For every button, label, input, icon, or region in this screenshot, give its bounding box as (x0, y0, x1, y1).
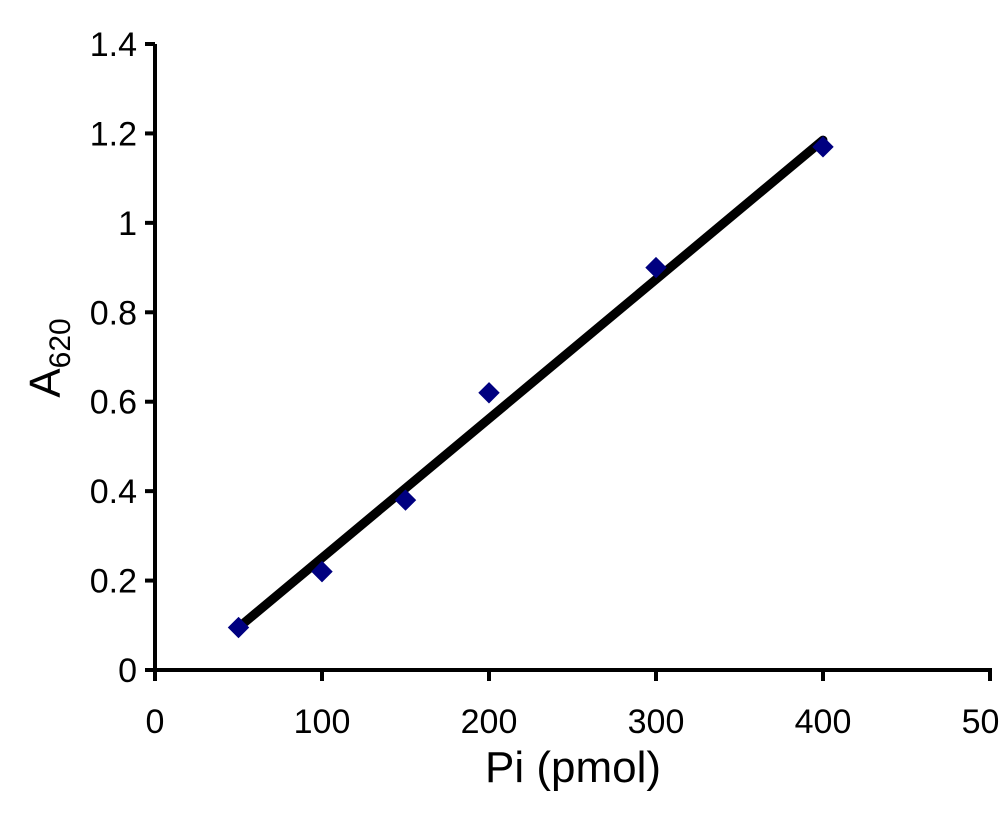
trendline-group (234, 135, 828, 633)
data-point (812, 136, 834, 158)
y-axis-ticks: 0 0.2 0.4 0.6 0.8 1 1.2 1.4 (90, 26, 155, 690)
data-point (645, 256, 667, 279)
y-tick-label: 0.2 (90, 563, 137, 601)
trendline (234, 135, 828, 633)
x-tick-label: 500 (962, 703, 1000, 741)
axes (153, 44, 992, 672)
data-point (478, 382, 500, 404)
y-tick-label: 0 (118, 652, 137, 690)
y-tick-label: 1.2 (90, 115, 137, 153)
x-tick-label: 400 (795, 703, 852, 741)
y-tick-label: 1 (118, 205, 137, 243)
y-tick-label: 0.6 (90, 384, 137, 422)
data-point (394, 489, 417, 511)
data-point (227, 616, 250, 639)
data-points (227, 136, 834, 639)
x-axis-ticks: 0 100 200 300 400 500 (146, 670, 1000, 741)
x-tick-label: 200 (461, 703, 518, 741)
x-tick-label: 100 (294, 703, 351, 741)
y-tick-label: 0.8 (90, 294, 137, 332)
data-point (311, 560, 333, 583)
y-axis-title-subscript: 620 (44, 318, 77, 368)
x-tick-label: 300 (628, 703, 685, 741)
y-axis-title: A620 (21, 318, 77, 397)
x-axis-title: Pi (pmol) (485, 743, 661, 792)
y-tick-label: 1.4 (90, 26, 137, 64)
x-tick-label: 0 (146, 703, 165, 741)
y-axis-title-main: A (21, 368, 70, 398)
y-tick-label: 0.4 (90, 473, 137, 511)
